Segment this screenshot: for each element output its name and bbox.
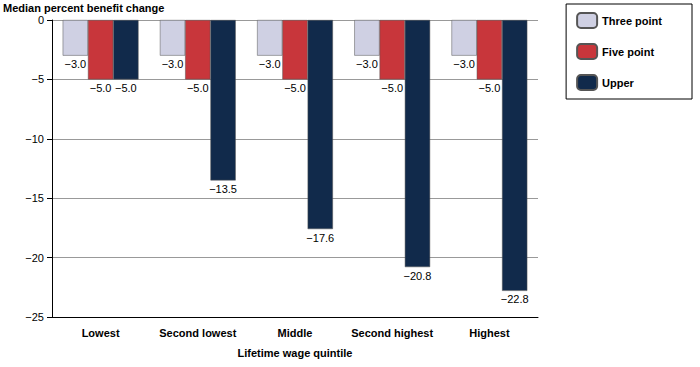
svg-text:0: 0: [38, 14, 44, 26]
svg-text:Highest: Highest: [469, 327, 510, 339]
svg-text:Median percent benefit change: Median percent benefit change: [3, 2, 164, 14]
svg-text:−22.8: −22.8: [501, 293, 529, 305]
svg-text:Second lowest: Second lowest: [159, 327, 236, 339]
svg-text:−5.0: −5.0: [187, 82, 209, 94]
svg-text:−5: −5: [31, 73, 44, 85]
svg-text:Three point: Three point: [602, 15, 662, 27]
svg-text:−3.0: −3.0: [259, 58, 281, 70]
svg-text:−3.0: −3.0: [453, 58, 475, 70]
svg-text:−3.0: −3.0: [162, 58, 184, 70]
svg-text:−15: −15: [25, 192, 44, 204]
svg-text:−5.0: −5.0: [381, 82, 403, 94]
svg-text:−20.8: −20.8: [404, 270, 432, 282]
svg-text:−20: −20: [25, 252, 44, 264]
svg-text:Upper: Upper: [602, 77, 635, 89]
svg-text:−17.6: −17.6: [306, 232, 334, 244]
svg-text:−13.5: −13.5: [209, 183, 237, 195]
svg-text:−25: −25: [25, 311, 44, 323]
svg-text:−5.0: −5.0: [479, 82, 501, 94]
svg-text:Middle: Middle: [278, 327, 313, 339]
svg-text:−3.0: −3.0: [64, 58, 86, 70]
svg-text:Lowest: Lowest: [82, 327, 120, 339]
svg-text:Five point: Five point: [602, 46, 654, 58]
svg-text:Second highest: Second highest: [351, 327, 433, 339]
svg-text:Lifetime wage quintile: Lifetime wage quintile: [238, 347, 353, 359]
svg-text:−10: −10: [25, 133, 44, 145]
svg-text:−3.0: −3.0: [356, 58, 378, 70]
svg-text:−5.0: −5.0: [90, 82, 112, 94]
svg-text:−5.0: −5.0: [115, 82, 137, 94]
svg-text:−5.0: −5.0: [284, 82, 306, 94]
